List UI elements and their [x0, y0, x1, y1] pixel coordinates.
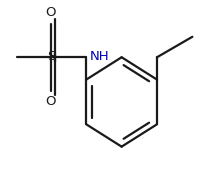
Text: O: O [46, 95, 56, 108]
Text: NH: NH [90, 50, 110, 63]
Text: S: S [47, 50, 55, 63]
Text: O: O [46, 6, 56, 19]
